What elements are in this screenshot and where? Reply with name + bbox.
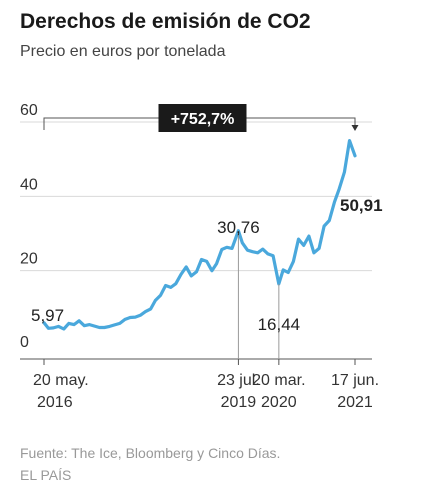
source-note: Fuente: The Ice, Bloomberg y Cinco Días. [20, 445, 281, 461]
y-tick-label: 60 [20, 102, 38, 119]
x-tick-label: 20 may. [33, 372, 89, 389]
x-tick-label: 2016 [37, 394, 73, 411]
bracket-arrow [351, 125, 359, 131]
chart-title: Derechos de emisión de CO2 [20, 10, 311, 33]
y-tick-label: 0 [20, 334, 29, 351]
x-tick-label: 23 jul. [217, 372, 260, 389]
data-label: 16,44 [258, 315, 301, 334]
series-layer [42, 139, 357, 331]
price-line [42, 139, 357, 331]
data-label: 50,91 [340, 196, 383, 215]
x-tick-label: 20 mar. [252, 372, 305, 389]
x-axis: 20 may. 2016 23 jul. 2019 20 mar. 2020 17 jun.… [20, 358, 379, 411]
annotations: 5,97 30,76 16,44 50,91 [31, 196, 383, 359]
x-tick-label: 2021 [337, 394, 373, 411]
change-bracket: +752,7% [43, 104, 359, 132]
y-tick-label: 40 [20, 176, 38, 193]
x-tick-label: 2019 [221, 394, 257, 411]
chart-subtitle: Precio en euros por tonelada [20, 43, 226, 60]
x-tick-label: 2020 [261, 394, 297, 411]
publisher-label: EL PAÍS [20, 467, 72, 483]
change-badge-label: +752,7% [171, 111, 235, 128]
data-label: 30,76 [217, 218, 260, 237]
y-tick-label: 20 [20, 251, 38, 268]
x-tick-label: 17 jun. [331, 372, 379, 389]
data-label: 5,97 [31, 306, 64, 325]
y-axis-ticks: 0 20 40 60 [20, 102, 38, 351]
change-badge [158, 104, 247, 132]
